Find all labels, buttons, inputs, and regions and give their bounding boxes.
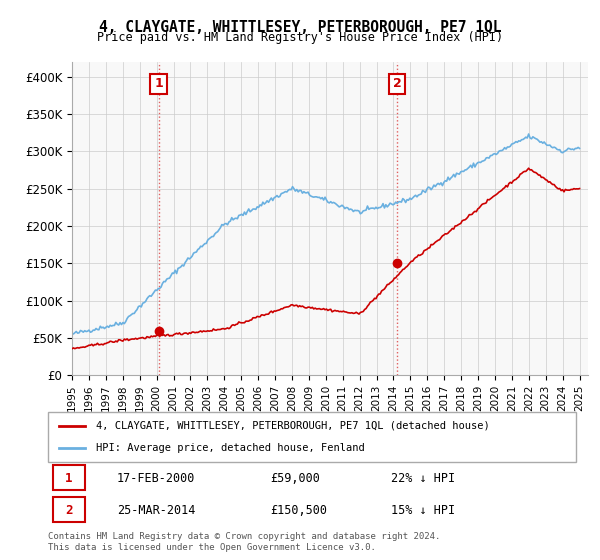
Text: 17-FEB-2000: 17-FEB-2000 [116, 472, 195, 484]
Text: Price paid vs. HM Land Registry's House Price Index (HPI): Price paid vs. HM Land Registry's House … [97, 31, 503, 44]
FancyBboxPatch shape [48, 412, 576, 462]
FancyBboxPatch shape [53, 465, 85, 489]
FancyBboxPatch shape [53, 497, 85, 522]
Text: 2: 2 [393, 77, 402, 91]
Text: 2: 2 [65, 504, 73, 517]
Text: 4, CLAYGATE, WHITTLESEY, PETERBOROUGH, PE7 1QL (detached house): 4, CLAYGATE, WHITTLESEY, PETERBOROUGH, P… [95, 421, 489, 431]
Text: HPI: Average price, detached house, Fenland: HPI: Average price, detached house, Fenl… [95, 443, 364, 453]
Text: £150,500: £150,500 [270, 504, 327, 517]
Text: £59,000: £59,000 [270, 472, 320, 484]
Text: 1: 1 [65, 472, 73, 484]
Text: 22% ↓ HPI: 22% ↓ HPI [391, 472, 455, 484]
Text: 1: 1 [154, 77, 163, 91]
Text: 15% ↓ HPI: 15% ↓ HPI [391, 504, 455, 517]
Text: 25-MAR-2014: 25-MAR-2014 [116, 504, 195, 517]
Text: 4, CLAYGATE, WHITTLESEY, PETERBOROUGH, PE7 1QL: 4, CLAYGATE, WHITTLESEY, PETERBOROUGH, P… [99, 20, 501, 35]
Text: Contains HM Land Registry data © Crown copyright and database right 2024.
This d: Contains HM Land Registry data © Crown c… [48, 532, 440, 552]
